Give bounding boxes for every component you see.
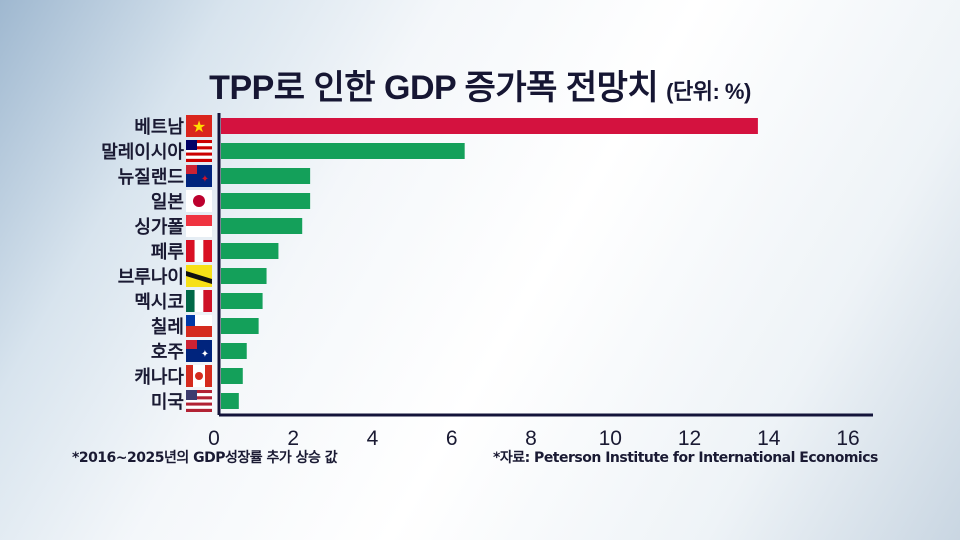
svg-text:✦: ✦ bbox=[201, 349, 209, 360]
x-tick-label: 10 bbox=[599, 427, 622, 450]
country-label: 미국 bbox=[151, 392, 184, 413]
japan-flag-icon bbox=[186, 190, 212, 212]
x-tick-label: 8 bbox=[525, 427, 537, 450]
x-tick-label: 14 bbox=[757, 427, 781, 450]
new-zealand-flag-icon: ✦ bbox=[186, 165, 212, 187]
country-label: 일본 bbox=[151, 192, 184, 213]
chart-title: TPP로 인한 GDP 증가폭 전망치 (단위: %) bbox=[0, 60, 960, 109]
unit-label: (단위: %) bbox=[666, 79, 751, 104]
bar-3 bbox=[221, 168, 311, 184]
svg-text:★: ★ bbox=[192, 119, 206, 136]
bar-10 bbox=[221, 343, 247, 359]
malaysia-flag-icon bbox=[186, 140, 212, 162]
bar-7 bbox=[221, 268, 267, 284]
peru-flag-icon bbox=[186, 240, 212, 262]
svg-text:✦: ✦ bbox=[201, 174, 209, 185]
country-label: 페루 bbox=[151, 242, 184, 263]
bar-12 bbox=[221, 393, 239, 409]
country-label: 싱가폴 bbox=[134, 217, 184, 238]
country-label: 멕시코 bbox=[134, 292, 184, 313]
bar-8 bbox=[221, 293, 263, 309]
bar-9 bbox=[221, 318, 259, 334]
country-label: 캐나다 bbox=[134, 367, 184, 388]
country-label: 칠레 bbox=[151, 317, 184, 338]
x-tick-label: 12 bbox=[678, 427, 701, 450]
singapore-flag-icon bbox=[186, 215, 212, 237]
country-label: 베트남 bbox=[134, 117, 184, 138]
bar-6 bbox=[221, 243, 279, 259]
footnote-left: *2016~2025년의 GDP성장률 추가 상승 값 bbox=[72, 450, 338, 466]
x-tick-label: 4 bbox=[367, 427, 379, 450]
country-label: 브루나이 bbox=[118, 267, 184, 288]
bar-5 bbox=[221, 218, 303, 234]
australia-flag-icon: ✦ bbox=[186, 340, 212, 362]
country-label: 호주 bbox=[151, 342, 184, 363]
mexico-flag-icon bbox=[186, 290, 212, 312]
bar-1 bbox=[221, 118, 758, 134]
x-tick-label: 6 bbox=[446, 427, 458, 450]
bar-2 bbox=[221, 143, 465, 159]
footnote-source: *자료: Peterson Institute for Internationa… bbox=[493, 450, 878, 466]
bar-11 bbox=[221, 368, 243, 384]
country-label: 말레이시아 bbox=[101, 142, 184, 163]
vietnam-flag-icon: ★ bbox=[186, 115, 212, 137]
usa-flag-icon bbox=[186, 390, 212, 412]
canada-flag-icon bbox=[186, 365, 212, 387]
x-tick-label: 0 bbox=[208, 427, 220, 450]
brunei-flag-icon bbox=[186, 265, 212, 287]
bar-4 bbox=[221, 193, 311, 209]
country-label: 뉴질랜드 bbox=[118, 167, 184, 188]
title-text: TPP로 인한 GDP 증가폭 전망치 bbox=[209, 69, 659, 107]
x-tick-label: 2 bbox=[287, 427, 299, 450]
x-tick-label: 16 bbox=[836, 427, 859, 450]
chile-flag-icon bbox=[186, 315, 212, 337]
